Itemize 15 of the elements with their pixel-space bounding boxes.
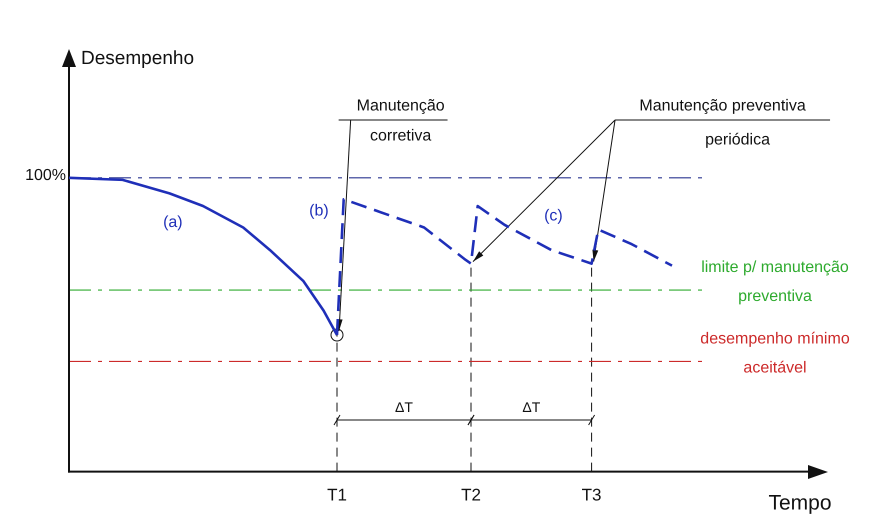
text: Manutenção corretiva bbox=[356, 97, 445, 144]
x-tick-label: T3 bbox=[582, 485, 602, 504]
annotation: ΔT bbox=[522, 398, 541, 415]
annotation: (c) bbox=[544, 207, 563, 224]
x-tick-label: T1 bbox=[327, 485, 347, 504]
ref-line-label: 100% bbox=[25, 167, 66, 184]
text: Manutenção preventiva periódica bbox=[639, 97, 806, 148]
annotation: (a) bbox=[163, 214, 183, 232]
ref-line-label: desempenho mínimo aceitável bbox=[700, 330, 850, 376]
annotation: ΔT bbox=[395, 398, 414, 415]
x-tick-label: T2 bbox=[461, 485, 481, 504]
ref-line-label: limite p/ manutenção preventiva bbox=[701, 258, 849, 305]
annotation: (b) bbox=[309, 202, 329, 220]
x-axis-title: Tempo bbox=[768, 491, 832, 514]
text: Desempenho bbox=[81, 48, 194, 70]
